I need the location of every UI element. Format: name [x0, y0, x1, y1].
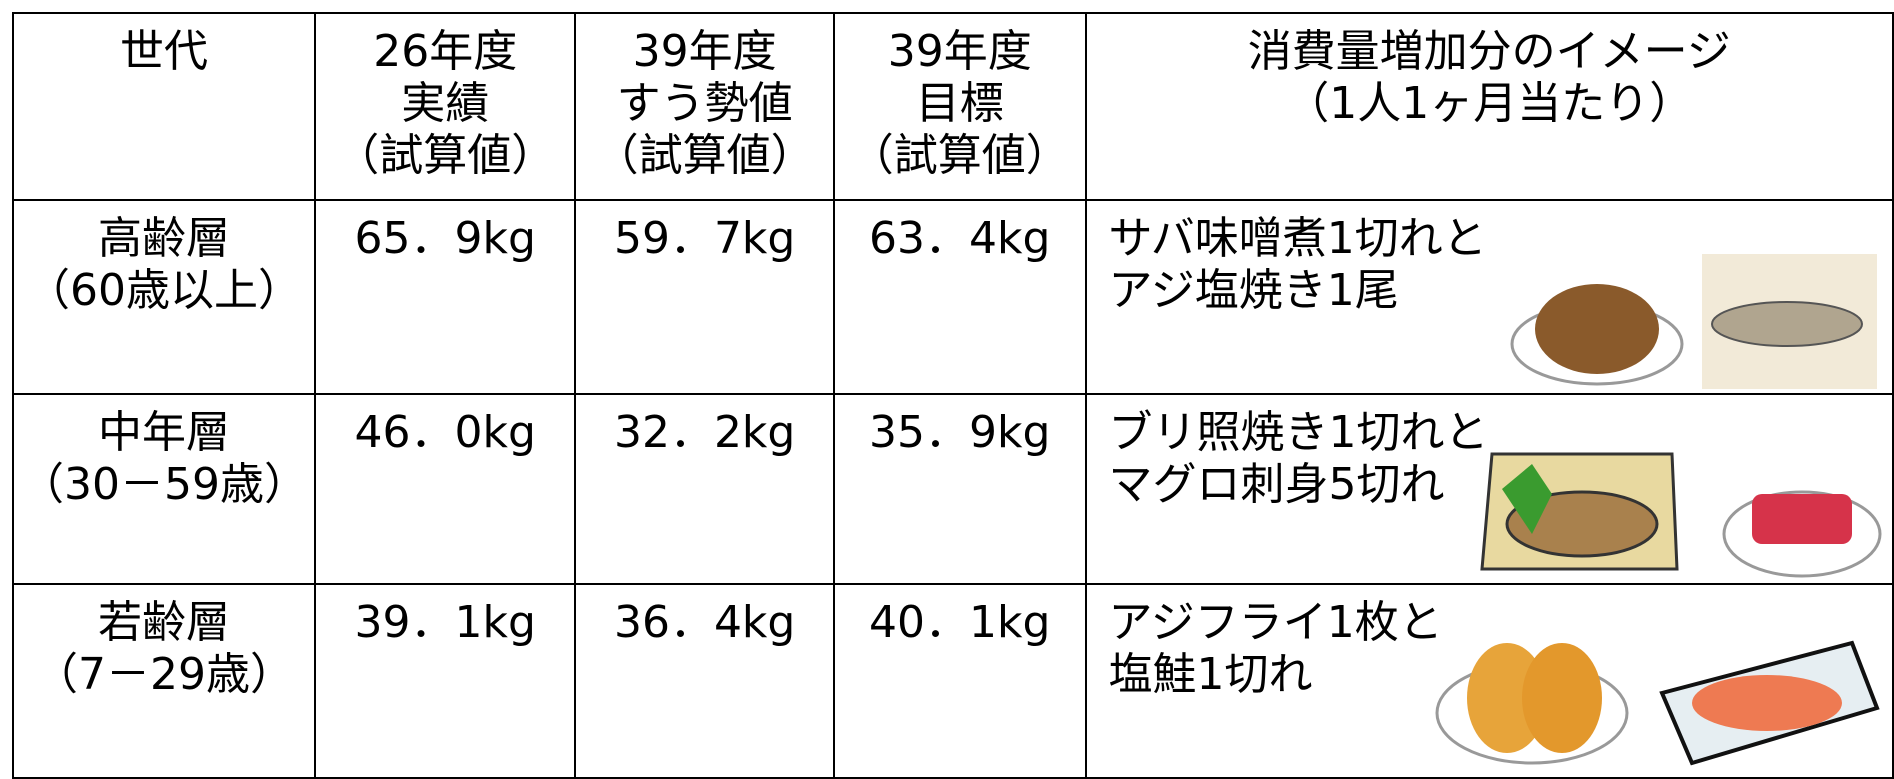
cell-text: マグロ刺身5切れ — [1108, 459, 1445, 510]
table-cell: 36．4kg — [574, 583, 835, 779]
food-image — [1480, 452, 1882, 578]
cell-text: 36．4kg — [613, 597, 796, 648]
cell-text: すう勢値 — [616, 78, 793, 129]
cell-text: 39年度 — [632, 26, 777, 77]
table-cell: 46．0kg — [313, 393, 577, 585]
cell-text: 若齢層 — [97, 597, 230, 648]
cell-text: 65．9kg — [354, 213, 536, 264]
cell-text: 40．1kg — [869, 597, 1051, 648]
table-cell: ブリ照焼き1切れと マグロ刺身5切れ — [1084, 393, 1894, 585]
cell-text: 63．4kg — [869, 213, 1051, 264]
cell-text: 消費量増加分のイメージ — [1247, 26, 1731, 77]
table-cell: 消費量増加分のイメージ （1人1ヶ月当たり） — [1084, 12, 1894, 201]
table-row: 中年層 （30－59歳） 46．0kg 32．2kg 35．9kg ブリ照焼き1切れと マグ… — [12, 393, 1894, 585]
cell-text: （試算値） — [594, 130, 815, 181]
cell-text: 高齢層 — [97, 213, 230, 264]
table-cell: 63．4kg — [832, 199, 1087, 395]
cell-text: （試算値） — [849, 130, 1070, 181]
table-cell: 世代 — [12, 12, 316, 201]
table-cell: アジフライ1枚と 塩鮭1切れ — [1084, 583, 1894, 779]
table-cell: 35．9kg — [832, 393, 1087, 585]
food-image — [1435, 640, 1880, 766]
cell-text: 世代 — [119, 26, 208, 77]
table-cell: サバ味噌煮1切れと アジ塩焼き1尾 — [1084, 199, 1894, 395]
table-cell: 26年度 実績 （試算値） — [313, 12, 577, 201]
cell-text: ブリ照焼き1切れと — [1108, 407, 1489, 458]
table-cell: 39年度 すう勢値 （試算値） — [574, 12, 835, 201]
cell-text: 実績 — [401, 78, 490, 129]
table-cell: 65．9kg — [313, 199, 577, 395]
table-cell: 39．1kg — [313, 583, 577, 779]
cell-text: サバ味噌煮1切れと — [1108, 213, 1487, 264]
table-cell: 59．7kg — [574, 199, 835, 395]
cell-text: （試算値） — [335, 130, 556, 181]
table: 世代 26年度 実績 （試算値） 39年度 すう勢値 （試算値） 39年度 目標 （試算値） 消費量… — [12, 12, 1894, 779]
food-image — [1510, 254, 1877, 389]
cell-text: （60歳以上） — [25, 265, 302, 316]
table-cell: 39年度 目標 （試算値） — [832, 12, 1087, 201]
cell-text: 目標 — [915, 78, 1004, 129]
table-row: 世代 26年度 実績 （試算値） 39年度 すう勢値 （試算値） 39年度 目標 （試算値） 消費量… — [12, 12, 1894, 201]
cell-text: 35．9kg — [869, 407, 1051, 458]
cell-text: 中年層 — [97, 407, 230, 458]
cell-text: 39年度 — [887, 26, 1032, 77]
cell-text: 塩鮭1切れ — [1108, 649, 1313, 700]
cell-text: （7－29歳） — [34, 649, 294, 700]
table-cell: 40．1kg — [832, 583, 1087, 779]
table-cell: 32．2kg — [574, 393, 835, 585]
table-cell: 高齢層 （60歳以上） — [12, 199, 316, 395]
cell-text: アジフライ1枚と — [1108, 597, 1443, 648]
cell-text: 46．0kg — [354, 407, 536, 458]
cell-text: （30－59歳） — [20, 459, 308, 510]
cell-text: 32．2kg — [613, 407, 796, 458]
cell-text: アジ塩焼き1尾 — [1108, 265, 1399, 316]
cell-text: 59．7kg — [613, 213, 796, 264]
table-row: 若齢層 （7－29歳） 39．1kg 36．4kg 40．1kg アジフライ1枚と 塩鮭1切… — [12, 583, 1894, 779]
table-row: 高齢層 （60歳以上） 65．9kg 59．7kg 63．4kg サバ味噌煮1切れと アジ塩… — [12, 199, 1894, 395]
cell-text: 39．1kg — [354, 597, 536, 648]
table-cell: 中年層 （30－59歳） — [12, 393, 316, 585]
table-cell: 若齢層 （7－29歳） — [12, 583, 316, 779]
cell-text: 26年度 — [373, 26, 518, 77]
cell-text: （1人1ヶ月当たり） — [1285, 78, 1694, 129]
